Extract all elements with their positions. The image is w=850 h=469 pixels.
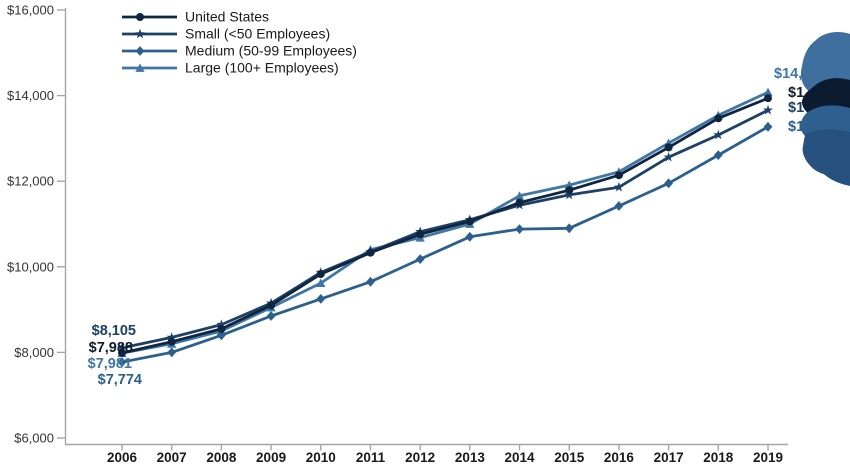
y-tick-label: $6,000 xyxy=(14,431,54,446)
circle-marker xyxy=(118,348,126,357)
star-marker xyxy=(216,319,227,329)
x-tick-label: 2016 xyxy=(604,450,635,465)
star-marker xyxy=(713,129,724,140)
diamond-marker xyxy=(763,121,773,132)
circle-marker xyxy=(416,230,425,239)
y-tick-label: $16,000 xyxy=(7,3,54,18)
x-tick-label: 2009 xyxy=(256,450,286,465)
diamond-marker xyxy=(316,294,326,304)
x-axis: 2006 2007 2008 2009 2010 2011 2012 2013 2014 2015… xyxy=(107,444,783,465)
star-marker xyxy=(763,104,773,115)
x-tick-label: 2012 xyxy=(405,450,435,465)
triangle-marker xyxy=(763,87,773,97)
circle-marker xyxy=(217,324,226,333)
series-path xyxy=(120,108,770,350)
diamond-marker xyxy=(415,254,425,264)
x-tick-label: 2010 xyxy=(306,450,336,465)
circle-marker xyxy=(136,13,144,21)
circle-marker xyxy=(167,337,176,346)
diamond-marker xyxy=(117,357,127,367)
end-label-3: $14, xyxy=(774,66,802,82)
end-label-0: $1 xyxy=(788,85,804,101)
x-tick-label: 2017 xyxy=(654,450,684,465)
legend-item-small-50-employees: Small (<50 Employees) xyxy=(122,26,330,42)
diamond-marker xyxy=(664,178,673,189)
legend-label: Medium (50-99 Employees) xyxy=(185,43,357,59)
y-tick-label: $10,000 xyxy=(7,259,54,274)
legend-item-large-100-employees: Large (100+ Employees) xyxy=(122,60,339,76)
diamond-marker xyxy=(167,347,177,358)
x-tick-label: 2007 xyxy=(157,450,187,465)
series-line-medium-50-99-employees xyxy=(117,121,773,367)
x-tick-label: 2006 xyxy=(107,450,138,465)
start-label-3: $7,981 xyxy=(88,356,132,372)
circle-marker xyxy=(714,114,723,123)
x-tick-label: 2008 xyxy=(206,450,237,465)
circle-marker xyxy=(366,248,375,257)
series-path xyxy=(120,96,770,355)
star-marker xyxy=(663,151,674,162)
circle-marker xyxy=(316,270,325,279)
diamond-marker xyxy=(713,150,723,160)
circle-marker xyxy=(614,171,623,180)
circle-marker xyxy=(267,301,276,310)
artifact-blob xyxy=(800,32,850,186)
diamond-marker xyxy=(135,46,145,56)
blob-shape-4 xyxy=(818,159,850,186)
diamond-marker xyxy=(465,231,475,242)
x-tick-label: 2015 xyxy=(554,450,585,465)
star-marker xyxy=(166,332,177,342)
diamond-marker xyxy=(217,330,226,341)
triangle-marker xyxy=(135,63,145,72)
start-label-2: $7,774 xyxy=(98,372,142,388)
start-label-1: $8,105 xyxy=(92,323,136,339)
series-path xyxy=(120,125,770,364)
series-line-large-100-employees xyxy=(117,87,773,358)
diamond-marker xyxy=(515,224,524,234)
diamond-marker xyxy=(266,311,276,321)
series-line-united-states xyxy=(118,94,772,357)
triangle-marker xyxy=(316,278,326,287)
circle-marker xyxy=(515,198,524,207)
x-tick-label: 2013 xyxy=(455,450,486,465)
diamond-marker xyxy=(614,201,624,211)
circle-marker xyxy=(565,186,574,195)
diamond-marker xyxy=(564,223,574,234)
legend-label: United States xyxy=(185,9,269,25)
star-marker xyxy=(117,342,127,353)
series-path xyxy=(120,90,770,355)
x-tick-label: 2019 xyxy=(753,450,783,465)
legend-label: Large (100+ Employees) xyxy=(185,60,339,76)
legend-label: Small (<50 Employees) xyxy=(185,26,330,42)
diamond-marker xyxy=(366,276,375,287)
triangle-marker xyxy=(514,191,525,200)
y-tick-label: $8,000 xyxy=(14,345,54,360)
x-tick-label: 2011 xyxy=(356,450,386,465)
y-axis: $6,000 $8,000 $10,000 $12,000 $14,000 $16,000 xyxy=(7,3,65,446)
star-marker xyxy=(135,28,145,39)
end-label-2: $1 xyxy=(788,119,804,135)
legend-item-medium-50-99-employees: Medium (50-99 Employees) xyxy=(122,43,357,59)
triangle-marker xyxy=(564,180,574,189)
axes xyxy=(64,8,788,446)
x-tick-label: 2014 xyxy=(505,450,536,465)
x-tick-label: 2018 xyxy=(703,450,734,465)
legend-item-united-states: United States xyxy=(122,9,269,25)
star-marker xyxy=(613,181,624,192)
start-label-0: $7,988 xyxy=(89,340,133,356)
y-tick-label: $14,000 xyxy=(7,88,54,103)
end-label-1: $1 xyxy=(788,100,804,116)
circle-marker xyxy=(664,143,673,152)
star-marker xyxy=(564,189,575,200)
circle-marker xyxy=(764,94,772,103)
circle-marker xyxy=(465,217,474,226)
y-tick-label: $12,000 xyxy=(7,174,54,189)
